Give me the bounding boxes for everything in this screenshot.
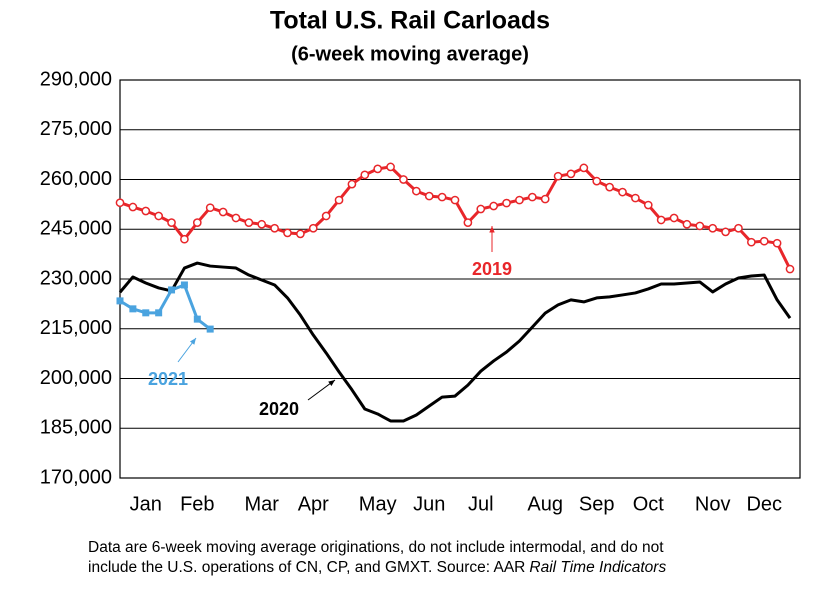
x-tick-label: Jul (468, 493, 494, 515)
x-tick-label: Sep (579, 493, 615, 515)
x-tick-label: Jan (130, 493, 162, 515)
point (155, 309, 163, 317)
point (631, 193, 640, 203)
point (296, 229, 305, 239)
point (618, 187, 627, 197)
y-tick-label: 260,000 (40, 168, 112, 190)
series-label: 2019 (472, 259, 512, 279)
point (231, 213, 241, 223)
point (154, 211, 164, 221)
point (128, 202, 138, 212)
point (141, 206, 151, 216)
point (476, 204, 486, 214)
x-tick-label: Apr (298, 493, 329, 515)
point (579, 163, 589, 173)
point (721, 227, 730, 237)
point (450, 195, 460, 205)
point (553, 171, 563, 181)
point (192, 218, 202, 227)
point (605, 182, 614, 192)
point (437, 192, 447, 202)
x-tick-label: Nov (695, 493, 731, 515)
point (772, 238, 782, 248)
point (489, 201, 499, 211)
point (708, 223, 718, 233)
point (386, 162, 395, 172)
x-tick-label: Oct (633, 493, 665, 515)
point (142, 309, 150, 317)
x-tick-label: Dec (746, 493, 782, 515)
point (373, 164, 383, 174)
point (682, 219, 692, 229)
series-line (119, 165, 792, 270)
x-tick-label: Feb (180, 493, 214, 515)
point (527, 192, 537, 202)
point (360, 170, 370, 180)
point (643, 200, 653, 210)
point (334, 195, 344, 205)
point (115, 198, 125, 208)
note: Data are 6-week moving average originati… (88, 539, 664, 556)
arrow-head (328, 380, 335, 387)
y-tick-label: 275,000 (40, 118, 112, 140)
point (180, 234, 189, 244)
point (540, 194, 550, 204)
point (424, 191, 434, 201)
point (669, 213, 679, 223)
y-tick-label: 170,000 (40, 466, 112, 488)
point (218, 207, 228, 217)
series-line (118, 261, 792, 423)
point (257, 219, 267, 229)
point (205, 203, 215, 213)
point (592, 176, 602, 186)
x-tick-label: Jun (413, 493, 445, 515)
arrow-head (489, 226, 495, 233)
point (411, 186, 421, 196)
point (566, 169, 576, 179)
point (167, 218, 176, 227)
series-label: 2021 (148, 369, 188, 389)
point (283, 228, 292, 238)
y-tick-label: 215,000 (40, 317, 112, 339)
point (129, 305, 137, 313)
point (399, 175, 408, 184)
note-source: Rail Time Indicators (529, 559, 666, 576)
note: include the U.S. operations of CN, CP, a… (88, 559, 525, 576)
point (168, 286, 176, 294)
y-tick-label: 230,000 (40, 267, 112, 289)
x-tick-label: Mar (245, 493, 280, 515)
series-label: 2020 (259, 399, 299, 419)
point (308, 223, 318, 233)
y-tick-label: 245,000 (40, 218, 112, 240)
point (695, 221, 705, 231)
point (193, 315, 201, 323)
point (347, 179, 357, 189)
point (180, 281, 188, 289)
x-tick-label: Aug (527, 493, 563, 515)
point (321, 211, 331, 221)
point (116, 297, 124, 305)
chart-subtitle: (6-week moving average) (291, 43, 529, 65)
point (759, 236, 769, 246)
point (515, 195, 524, 205)
y-tick-label: 200,000 (40, 367, 112, 389)
chart-title: Total U.S. Rail Carloads (270, 7, 550, 35)
note: include the U.S. operations of CN, CP, a… (88, 559, 666, 576)
point (785, 264, 795, 274)
point (746, 237, 756, 247)
point (502, 198, 511, 208)
x-tick-label: May (359, 493, 397, 515)
point (270, 223, 279, 233)
point (656, 215, 666, 225)
point (244, 218, 254, 227)
point (734, 223, 743, 233)
point (463, 218, 473, 227)
arrow-head (189, 338, 196, 345)
plot-frame (119, 79, 801, 479)
point (206, 325, 214, 333)
y-tick-label: 290,000 (40, 68, 112, 90)
y-tick-label: 185,000 (40, 417, 112, 439)
